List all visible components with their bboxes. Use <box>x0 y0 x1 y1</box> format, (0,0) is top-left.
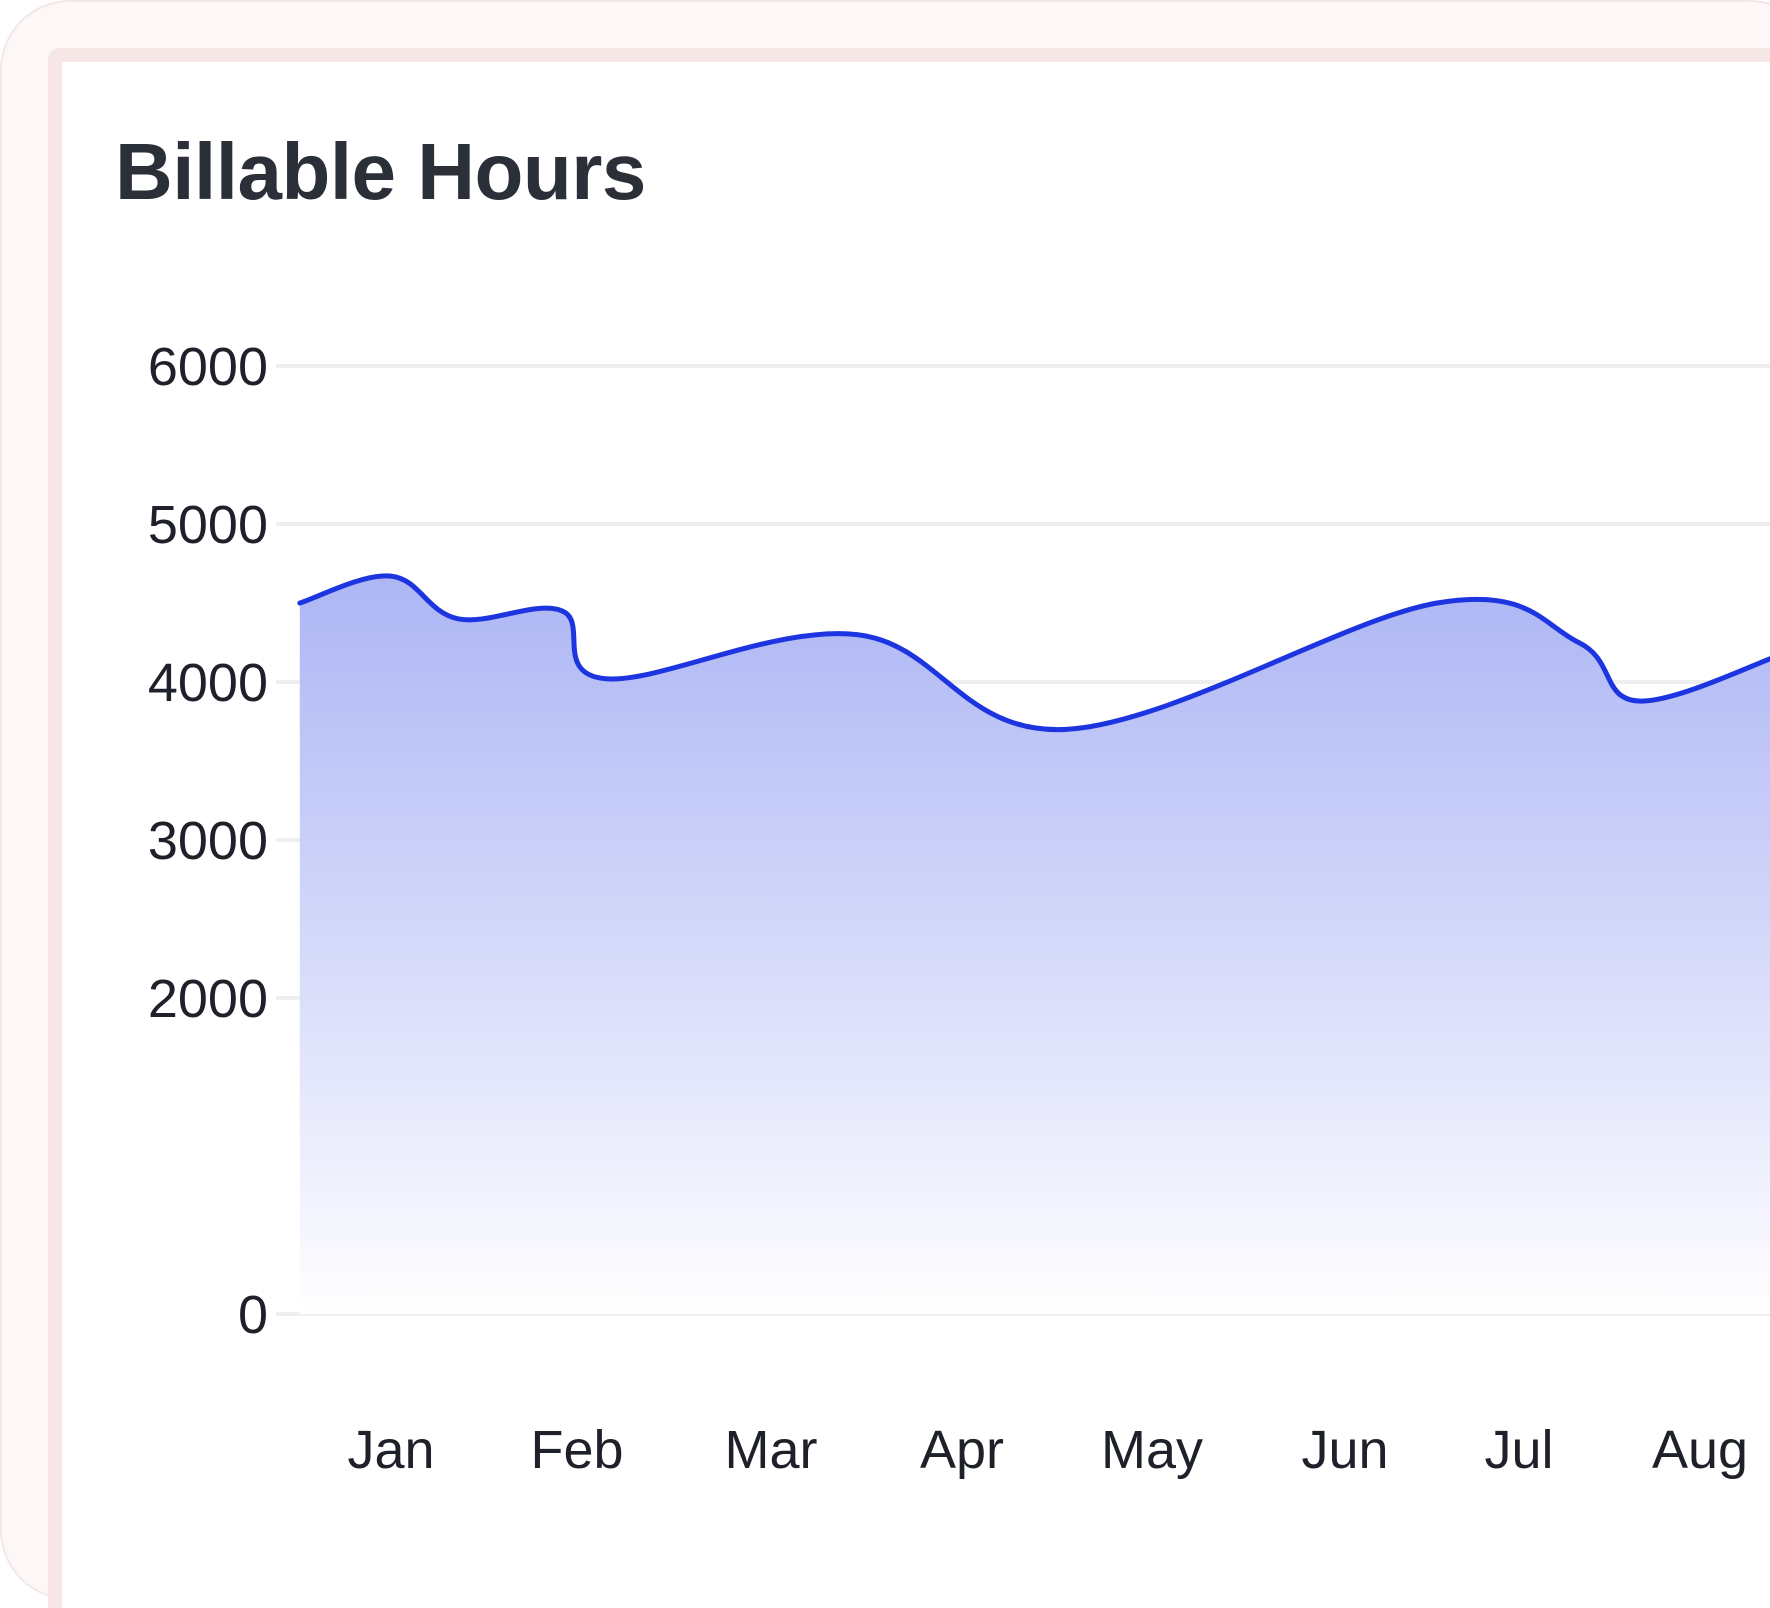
y-tick-label: 3000 <box>148 811 268 871</box>
x-tick-label: May <box>1101 1420 1203 1480</box>
y-tick-label: 6000 <box>148 337 268 397</box>
x-tick-label: Feb <box>530 1420 623 1480</box>
x-tick-label: Apr <box>920 1420 1004 1480</box>
y-tick-label: 5000 <box>148 495 268 555</box>
y-tick-label: 0 <box>238 1285 268 1345</box>
area-fill <box>299 576 1770 1314</box>
x-tick-label: Jun <box>1301 1420 1388 1480</box>
y-axis: 0 2000 3000 4000 5000 6000 <box>148 337 268 1345</box>
x-tick-label: Aug <box>1652 1420 1748 1480</box>
chart-plot: 0 2000 3000 4000 5000 6000 Jan Feb Mar Apr May Jun… <box>148 337 1770 1480</box>
x-tick-label: Mar <box>725 1420 818 1480</box>
x-axis: Jan Feb Mar Apr May Jun Jul Aug <box>347 1420 1748 1480</box>
x-tick-label: Jan <box>347 1420 434 1480</box>
y-tick-label: 4000 <box>148 653 268 713</box>
x-tick-label: Jul <box>1484 1420 1553 1480</box>
y-tick-label: 2000 <box>148 969 268 1029</box>
series-line <box>297 573 1770 732</box>
chart-title: Billable Hours <box>115 127 646 216</box>
area-series <box>297 573 1770 1314</box>
